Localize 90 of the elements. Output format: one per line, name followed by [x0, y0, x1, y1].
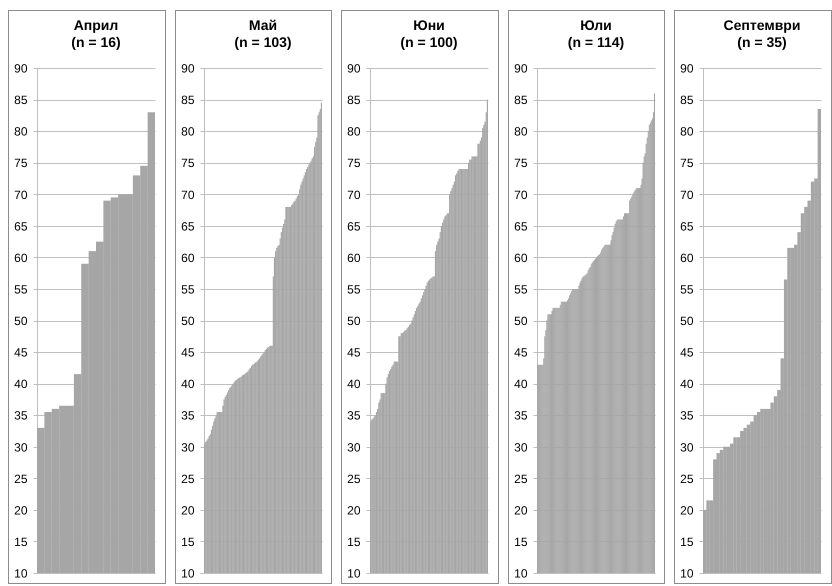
y-tick-label: 65 — [14, 219, 28, 234]
y-tick-label: 50 — [14, 314, 28, 328]
y-tick-label: 50 — [680, 314, 694, 328]
y-tick-label: 45 — [347, 346, 361, 360]
chart-title: Септември (n = 35) — [724, 17, 801, 50]
y-tick-label: 35 — [514, 408, 528, 423]
y-tick-label: 40 — [14, 377, 28, 392]
y-tick-label: 60 — [347, 250, 361, 265]
y-tick-label: 25 — [180, 472, 194, 486]
y-tick-label: 45 — [514, 346, 528, 360]
y-tick-label: 60 — [680, 250, 694, 265]
y-tick-label: 50 — [180, 314, 194, 328]
y-tick-label: 45 — [180, 346, 194, 360]
y-tick-label: 75 — [347, 156, 361, 170]
y-tick-label: 45 — [14, 346, 28, 360]
y-tick-label: 20 — [514, 503, 528, 518]
y-tick-label: 65 — [347, 219, 361, 234]
y-tick-label: 90 — [180, 62, 194, 76]
y-tick-label: 70 — [347, 188, 361, 202]
y-tick-label: 15 — [180, 534, 194, 549]
y-tick-label: 55 — [14, 282, 28, 296]
y-tick-label: 15 — [347, 534, 361, 549]
y-tick-label: 80 — [680, 124, 694, 139]
y-tick-label: 75 — [680, 156, 694, 170]
chart-title: Юни (n = 100) — [400, 17, 458, 50]
y-tick-label: 80 — [514, 124, 528, 139]
y-tick-label: 90 — [514, 62, 528, 76]
y-tick-label: 60 — [14, 250, 28, 265]
y-tick-label: 90 — [14, 62, 28, 76]
y-tick-label: 40 — [680, 377, 694, 392]
y-tick-label: 85 — [180, 93, 194, 108]
y-tick-label: 30 — [347, 440, 361, 454]
y-tick-label: 85 — [347, 93, 361, 108]
y-tick-label: 35 — [14, 408, 28, 423]
y-tick-label: 80 — [180, 124, 194, 139]
y-tick-label: 20 — [180, 503, 194, 518]
y-tick-label: 55 — [680, 282, 694, 296]
y-tick-label: 30 — [180, 440, 194, 454]
y-tick-label: 75 — [180, 156, 194, 170]
y-tick-label: 70 — [180, 188, 194, 202]
y-tick-label: 85 — [514, 93, 528, 108]
y-tick-label: 20 — [680, 503, 694, 518]
y-tick-label: 10 — [680, 566, 694, 580]
chart-title: Април (n = 16) — [71, 17, 121, 50]
y-tick-label: 10 — [180, 566, 194, 580]
y-tick-label: 60 — [514, 250, 528, 265]
y-tick-label: 55 — [347, 282, 361, 296]
y-tick-label: 65 — [680, 219, 694, 234]
chart-title: Юли (n = 114) — [568, 17, 624, 50]
y-tick-label: 15 — [680, 534, 694, 549]
y-tick-label: 90 — [680, 62, 694, 76]
y-tick-label: 85 — [680, 93, 694, 108]
y-tick-label: 20 — [14, 503, 28, 518]
y-tick-label: 80 — [347, 124, 361, 139]
y-tick-label: 45 — [680, 346, 694, 360]
y-tick-label: 35 — [347, 408, 361, 423]
y-tick-label: 75 — [14, 156, 28, 170]
y-tick-label: 60 — [180, 250, 194, 265]
y-tick-label: 90 — [347, 62, 361, 76]
y-tick-label: 30 — [514, 440, 528, 454]
y-tick-label: 65 — [180, 219, 194, 234]
y-tick-label: 25 — [514, 472, 528, 486]
chart-title: Май (n = 103) — [234, 17, 292, 50]
y-tick-label: 40 — [514, 377, 528, 392]
y-tick-label: 50 — [347, 314, 361, 328]
y-tick-label: 70 — [680, 188, 694, 202]
y-tick-label: 75 — [514, 156, 528, 170]
y-tick-label: 25 — [680, 472, 694, 486]
y-tick-label: 70 — [14, 188, 28, 202]
y-tick-label: 25 — [14, 472, 28, 486]
y-tick-label: 30 — [14, 440, 28, 454]
y-tick-label: 10 — [14, 566, 28, 580]
y-tick-label: 55 — [514, 282, 528, 296]
y-tick-label: 10 — [347, 566, 361, 580]
y-tick-label: 15 — [14, 534, 28, 549]
y-tick-label: 40 — [347, 377, 361, 392]
y-tick-label: 15 — [514, 534, 528, 549]
y-tick-label: 35 — [180, 408, 194, 423]
y-tick-label: 10 — [514, 566, 528, 580]
y-tick-label: 40 — [180, 377, 194, 392]
y-tick-label: 65 — [514, 219, 528, 234]
y-tick-label: 80 — [14, 124, 28, 139]
y-tick-label: 85 — [14, 93, 28, 108]
y-tick-label: 30 — [680, 440, 694, 454]
y-tick-label: 25 — [347, 472, 361, 486]
y-tick-label: 20 — [347, 503, 361, 518]
y-tick-label: 35 — [680, 408, 694, 423]
y-tick-label: 50 — [514, 314, 528, 328]
y-tick-label: 70 — [514, 188, 528, 202]
y-tick-label: 55 — [180, 282, 194, 296]
